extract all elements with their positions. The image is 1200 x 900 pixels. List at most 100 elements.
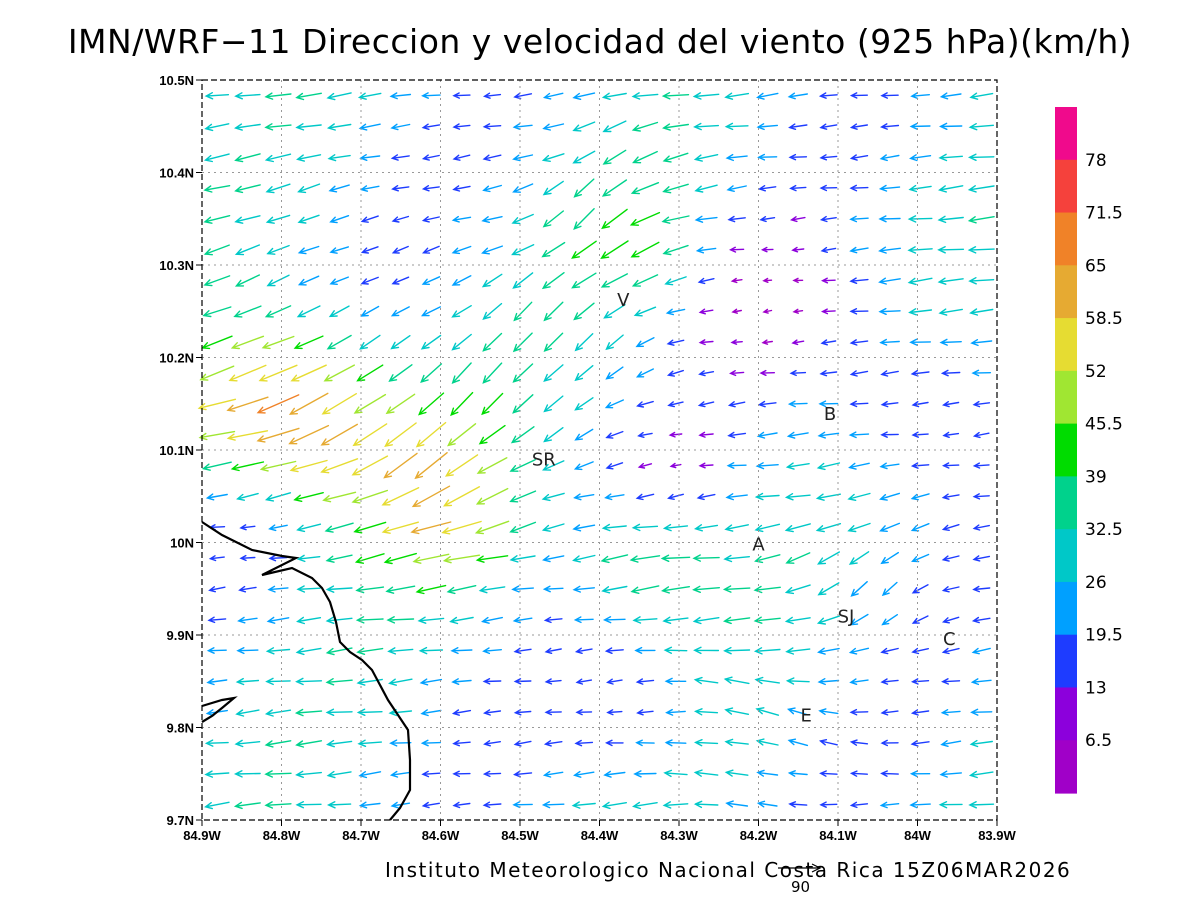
wind-arrow <box>880 647 899 655</box>
wind-arrow <box>661 586 690 594</box>
wind-arrow <box>411 485 451 508</box>
wind-arrow <box>849 708 869 716</box>
wind-arrow <box>786 431 809 439</box>
wind-arrow <box>698 370 715 377</box>
lat-tick-label: 10N <box>170 536 194 551</box>
wind-arrow <box>878 246 901 254</box>
wind-arrow <box>420 739 441 747</box>
wind-arrow <box>819 154 838 161</box>
wind-arrow <box>451 709 472 716</box>
wind-arrow <box>574 428 594 441</box>
wind-arrow <box>572 92 596 100</box>
wind-arrow <box>939 770 962 778</box>
wind-arrow <box>849 370 869 377</box>
wind-arrow <box>757 185 777 192</box>
wind-arrow <box>357 739 382 747</box>
wind-arrow <box>724 524 749 532</box>
wind-arrow <box>909 338 931 346</box>
wind-arrow <box>821 277 836 284</box>
wind-arrow <box>664 276 687 286</box>
wind-arrow <box>725 153 748 162</box>
wind-arrow <box>755 707 780 716</box>
wind-arrow <box>574 365 594 382</box>
wind-arrow <box>660 554 691 562</box>
wind-arrow <box>265 647 291 655</box>
wind-arrow <box>605 462 624 470</box>
wind-arrow <box>662 616 689 624</box>
wind-arrow <box>911 678 930 685</box>
wind-arrow <box>198 430 236 441</box>
wind-arrow <box>911 553 930 563</box>
wind-arrow <box>606 709 623 716</box>
wind-arrow <box>636 400 654 408</box>
wind-arrow <box>667 493 684 500</box>
wind-arrow <box>541 492 565 502</box>
wind-arrow <box>204 770 230 778</box>
wind-arrow <box>297 214 320 224</box>
wind-arrow <box>203 275 231 287</box>
wind-arrow <box>662 523 689 532</box>
wind-arrow <box>207 616 227 624</box>
wind-arrow <box>753 616 781 624</box>
wind-arrow <box>784 493 811 501</box>
wind-arrow <box>482 362 503 384</box>
wind-arrow <box>818 739 838 746</box>
credit-text: Instituto Meteorologico Nacional Costa R… <box>385 858 1072 882</box>
wind-arrow <box>971 647 991 655</box>
wind-arrow <box>601 801 627 810</box>
wind-arrow <box>818 92 838 99</box>
wind-arrow <box>632 150 658 164</box>
wind-arrow <box>820 246 837 253</box>
wind-arrow <box>937 246 965 254</box>
lon-tick-labels: 84.9W 84.8W 84.7W 84.6W 84.5W 84.4W 84.3W 84.2W… <box>183 820 1017 843</box>
wind-arrow <box>849 123 868 130</box>
wind-arrow <box>910 523 930 532</box>
wind-arrow <box>909 122 931 130</box>
wind-arrow <box>572 554 596 563</box>
wind-arrow <box>204 739 229 747</box>
wind-arrow <box>326 801 352 809</box>
wind-arrow <box>785 552 811 564</box>
wind-arrow <box>208 586 226 593</box>
wind-arrow <box>879 462 900 470</box>
wind-arrow <box>513 740 532 747</box>
lat-tick-label: 10.5N <box>159 73 194 88</box>
wind-arrow <box>512 183 534 193</box>
wind-arrow <box>602 149 627 165</box>
wind-arrow <box>360 305 380 317</box>
wind-arrow <box>512 123 533 130</box>
wind-arrow <box>296 585 321 593</box>
wind-arrow <box>572 585 595 593</box>
wind-arrow <box>967 216 995 224</box>
wind-arrow <box>786 707 809 716</box>
map-title: IMN/WRF−11 Direccion y velocidad del vie… <box>67 22 1133 61</box>
wind-arrow <box>451 678 472 685</box>
wind-arrow <box>256 427 300 443</box>
wind-arrow <box>512 272 534 289</box>
wind-arrow <box>909 770 931 778</box>
wind-arrow <box>447 423 477 447</box>
wind-arrow <box>414 452 448 480</box>
wind-arrow <box>601 523 627 532</box>
wind-arrow <box>329 276 349 285</box>
wind-arrow <box>360 246 379 254</box>
wind-arrow <box>268 524 288 532</box>
wind-arrow <box>446 585 477 595</box>
wind-arrow <box>636 709 654 716</box>
wind-arrow <box>513 709 532 716</box>
wind-arrow <box>509 521 537 534</box>
wind-arrow <box>452 92 471 99</box>
wind-arrow <box>910 462 930 469</box>
wind-arrow <box>264 92 292 100</box>
colorbar-swatch <box>1055 687 1077 741</box>
place-label-a: A <box>752 534 765 555</box>
wind-arrow <box>762 308 773 314</box>
wind-arrow <box>601 179 628 197</box>
wind-arrow <box>605 334 624 351</box>
wind-arrow <box>239 524 256 531</box>
wind-arrow <box>792 308 804 314</box>
colorbar-swatch <box>1055 318 1077 372</box>
wind-arrow <box>849 678 869 685</box>
wind-arrow <box>381 521 419 534</box>
wind-arrow <box>230 461 265 472</box>
